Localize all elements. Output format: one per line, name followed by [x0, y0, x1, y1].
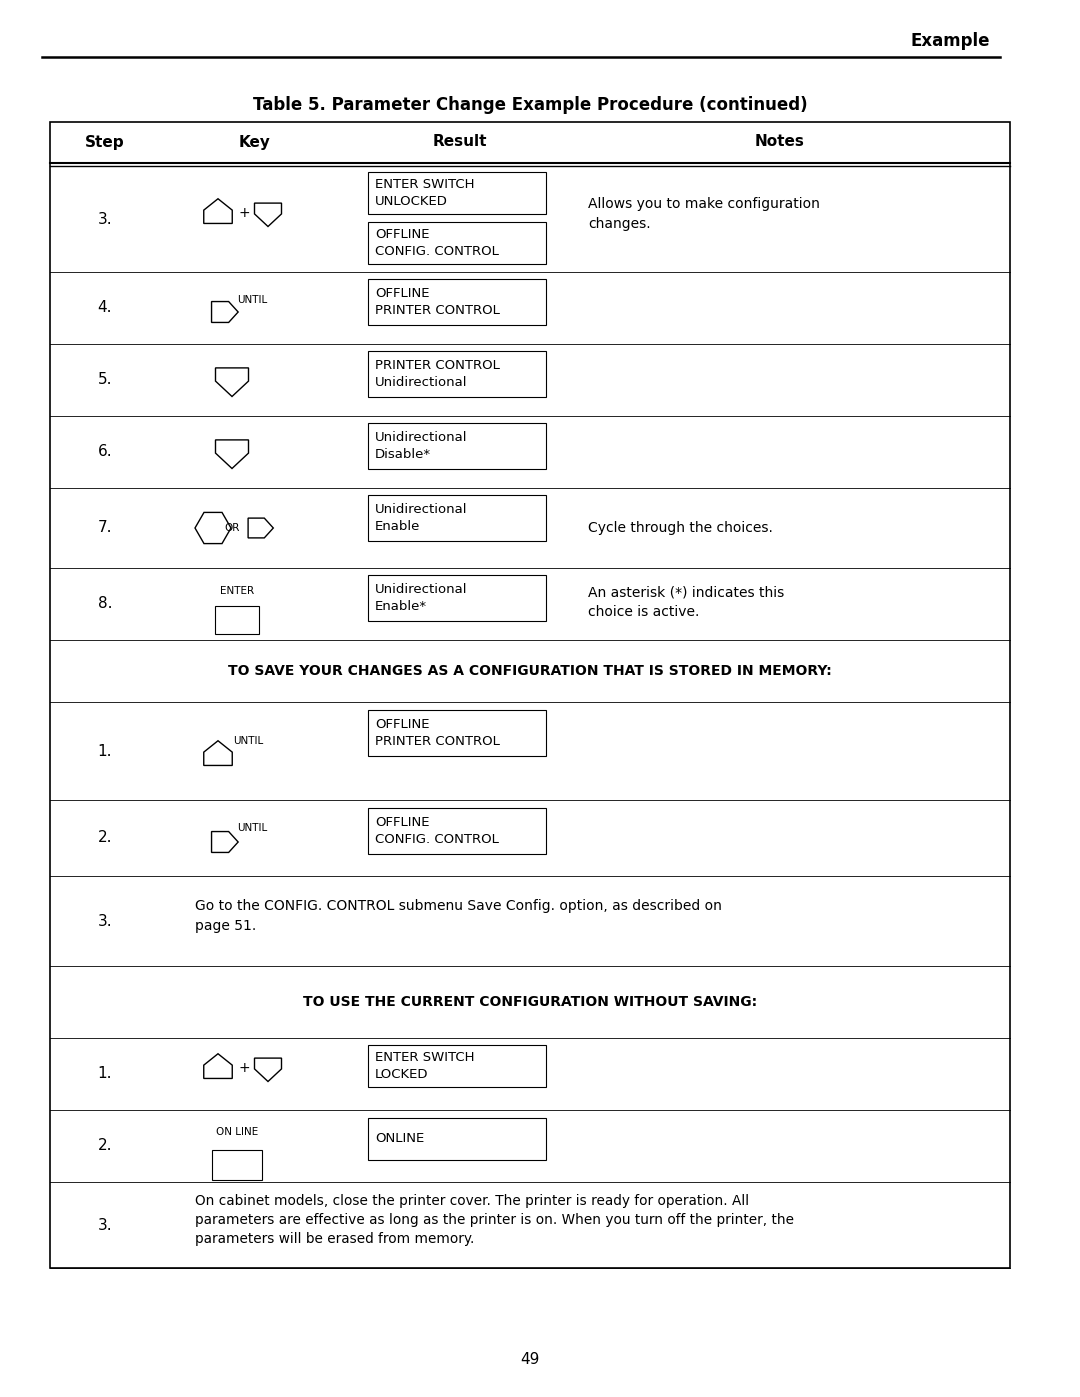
Text: 4.: 4. [98, 300, 112, 316]
Text: Notes: Notes [755, 134, 805, 149]
Text: +: + [239, 1060, 249, 1076]
Polygon shape [204, 1053, 232, 1078]
Text: An asterisk (*) indicates this
choice is active.: An asterisk (*) indicates this choice is… [588, 585, 784, 619]
Text: 6.: 6. [97, 444, 112, 460]
Text: OR: OR [225, 522, 240, 534]
Text: UNTIL: UNTIL [237, 823, 267, 833]
Text: Allows you to make configuration
changes.: Allows you to make configuration changes… [588, 197, 820, 231]
Text: 7.: 7. [98, 521, 112, 535]
Text: PRINTER CONTROL
Unidirectional: PRINTER CONTROL Unidirectional [375, 359, 500, 388]
Polygon shape [216, 367, 248, 397]
Text: 3.: 3. [97, 1218, 112, 1232]
Polygon shape [216, 440, 248, 468]
Text: Table 5. Parameter Change Example Procedure (continued): Table 5. Parameter Change Example Proced… [253, 96, 808, 115]
Bar [368, 1045, 546, 1087]
Text: Cycle through the choices.: Cycle through the choices. [588, 521, 773, 535]
Text: 3.: 3. [97, 211, 112, 226]
Text: ENTER SWITCH
UNLOCKED: ENTER SWITCH UNLOCKED [375, 177, 474, 208]
Polygon shape [212, 302, 239, 323]
Text: ONLINE: ONLINE [375, 1133, 424, 1146]
Text: OFFLINE
PRINTER CONTROL: OFFLINE PRINTER CONTROL [375, 286, 500, 317]
Text: 3.: 3. [97, 914, 112, 929]
Text: Example: Example [910, 32, 990, 50]
Text: OFFLINE
PRINTER CONTROL: OFFLINE PRINTER CONTROL [375, 718, 500, 747]
Text: 1.: 1. [98, 743, 112, 759]
Bar [368, 576, 546, 622]
Text: OFFLINE
CONFIG. CONTROL: OFFLINE CONFIG. CONTROL [375, 228, 499, 258]
Bar [212, 1150, 262, 1180]
Text: 1.: 1. [98, 1066, 112, 1081]
Text: 8.: 8. [98, 597, 112, 612]
Polygon shape [255, 203, 282, 226]
Bar [368, 222, 546, 264]
Polygon shape [204, 740, 232, 766]
Text: ON LINE: ON LINE [216, 1127, 258, 1137]
Bar [50, 122, 1010, 1268]
Bar [368, 351, 546, 397]
Text: UNTIL: UNTIL [237, 295, 267, 305]
Bar [215, 606, 259, 634]
Text: 5.: 5. [98, 373, 112, 387]
Text: Unidirectional
Disable*: Unidirectional Disable* [375, 432, 468, 461]
Text: TO SAVE YOUR CHANGES AS A CONFIGURATION THAT IS STORED IN MEMORY:: TO SAVE YOUR CHANGES AS A CONFIGURATION … [228, 664, 832, 678]
Text: Key: Key [239, 134, 271, 149]
Text: Unidirectional
Enable: Unidirectional Enable [375, 503, 468, 534]
Text: 2.: 2. [98, 830, 112, 845]
Polygon shape [212, 831, 239, 852]
Text: Step: Step [85, 134, 125, 149]
Polygon shape [204, 198, 232, 224]
Text: Unidirectional
Enable*: Unidirectional Enable* [375, 583, 468, 613]
Bar [368, 279, 546, 326]
Bar [368, 1118, 546, 1160]
Text: Go to the CONFIG. CONTROL submenu Save Config. option, as described on
page 51.: Go to the CONFIG. CONTROL submenu Save C… [195, 900, 721, 933]
Bar [368, 423, 546, 469]
Bar [368, 710, 546, 756]
Text: OFFLINE
CONFIG. CONTROL: OFFLINE CONFIG. CONTROL [375, 816, 499, 847]
Bar [368, 807, 546, 854]
Text: UNTIL: UNTIL [233, 736, 264, 746]
Bar [368, 172, 546, 214]
Text: TO USE THE CURRENT CONFIGURATION WITHOUT SAVING:: TO USE THE CURRENT CONFIGURATION WITHOUT… [302, 995, 757, 1009]
Text: ENTER: ENTER [220, 585, 254, 597]
Text: ENTER SWITCH
LOCKED: ENTER SWITCH LOCKED [375, 1051, 474, 1081]
Polygon shape [248, 518, 273, 538]
Text: Result: Result [433, 134, 487, 149]
Text: On cabinet models, close the printer cover. The printer is ready for operation. : On cabinet models, close the printer cov… [195, 1193, 794, 1246]
Polygon shape [195, 513, 231, 543]
Text: 2.: 2. [98, 1139, 112, 1154]
Text: 49: 49 [521, 1352, 540, 1368]
Text: +: + [239, 205, 249, 219]
Bar [368, 495, 546, 541]
Polygon shape [255, 1058, 282, 1081]
